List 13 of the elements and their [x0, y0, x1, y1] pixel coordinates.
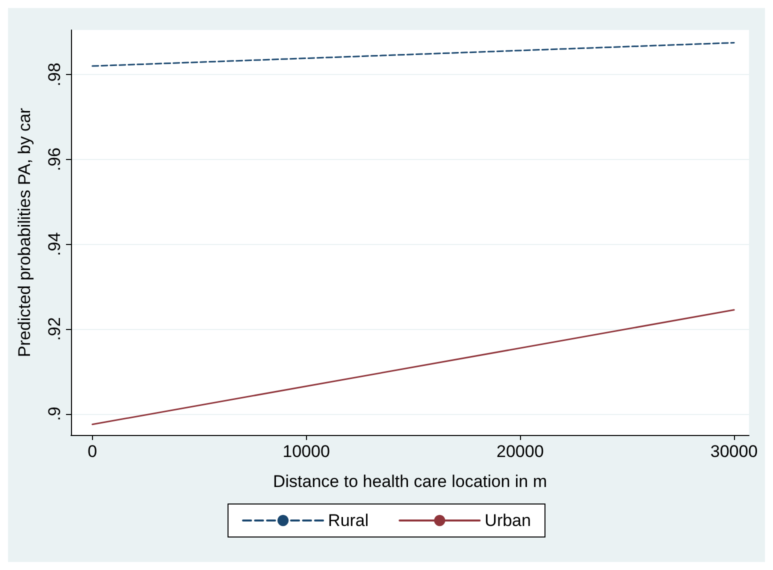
x-tick-label: 10000 [282, 442, 330, 461]
legend-label: Urban [484, 511, 531, 530]
y-tick-label: .98 [45, 62, 64, 86]
x-tick-label: 20000 [496, 442, 544, 461]
y-tick-label: .9 [45, 406, 64, 421]
legend-label: Rural [328, 511, 369, 530]
x-tick-label: 0 [88, 442, 98, 461]
y-tick-label: .96 [45, 148, 64, 172]
x-axis-title: Distance to health care location in m [272, 472, 548, 491]
y-tick-label: .94 [45, 232, 64, 256]
x-tick-label: 30000 [710, 442, 758, 461]
y-axis-title: Predicted probabilities PA, by car [15, 108, 34, 358]
y-tick-label: .92 [45, 317, 64, 341]
